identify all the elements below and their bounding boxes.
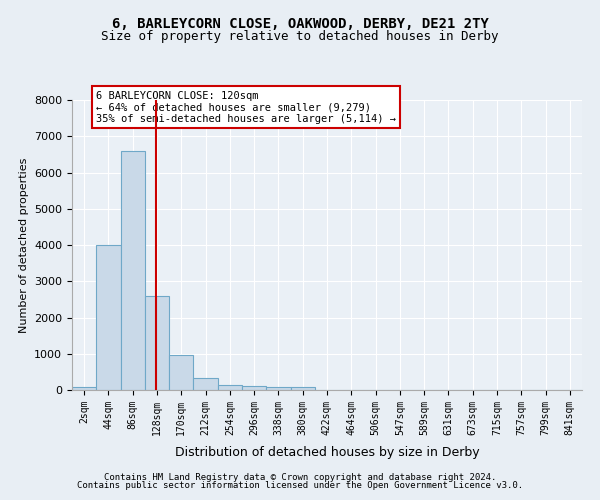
Bar xyxy=(242,386,266,390)
X-axis label: Distribution of detached houses by size in Derby: Distribution of detached houses by size … xyxy=(175,446,479,459)
Text: 6, BARLEYCORN CLOSE, OAKWOOD, DERBY, DE21 2TY: 6, BARLEYCORN CLOSE, OAKWOOD, DERBY, DE2… xyxy=(112,18,488,32)
Bar xyxy=(72,387,96,390)
Bar xyxy=(145,296,169,390)
Text: Contains HM Land Registry data © Crown copyright and database right 2024.: Contains HM Land Registry data © Crown c… xyxy=(104,472,496,482)
Bar xyxy=(121,151,145,390)
Bar xyxy=(193,378,218,390)
Text: Contains public sector information licensed under the Open Government Licence v3: Contains public sector information licen… xyxy=(77,481,523,490)
Bar xyxy=(218,384,242,390)
Text: Size of property relative to detached houses in Derby: Size of property relative to detached ho… xyxy=(101,30,499,43)
Bar xyxy=(96,245,121,390)
Y-axis label: Number of detached properties: Number of detached properties xyxy=(19,158,29,332)
Bar xyxy=(290,388,315,390)
Bar xyxy=(266,388,290,390)
Bar xyxy=(169,355,193,390)
Text: 6 BARLEYCORN CLOSE: 120sqm
← 64% of detached houses are smaller (9,279)
35% of s: 6 BARLEYCORN CLOSE: 120sqm ← 64% of deta… xyxy=(96,90,396,124)
